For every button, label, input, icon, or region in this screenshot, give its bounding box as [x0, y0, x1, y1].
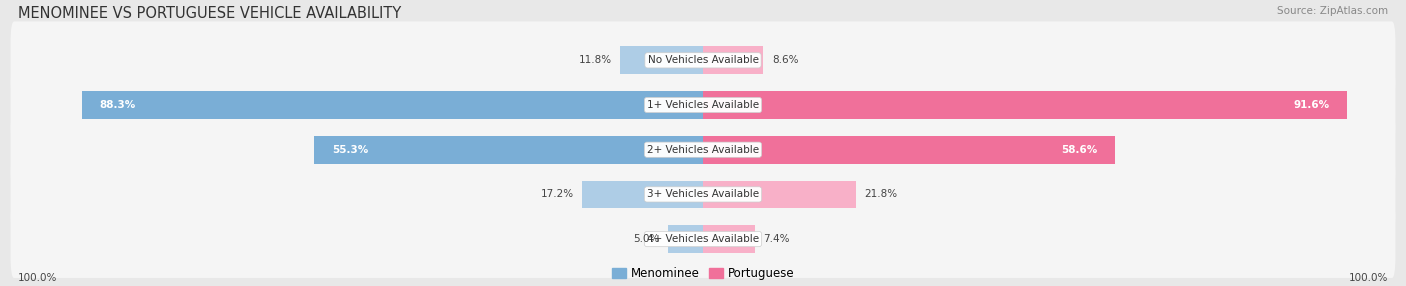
Text: 100.0%: 100.0% [17, 273, 58, 283]
Bar [703, 91, 1347, 119]
Bar [703, 225, 755, 253]
Text: 17.2%: 17.2% [540, 189, 574, 199]
Bar [703, 180, 856, 208]
Text: 1+ Vehicles Available: 1+ Vehicles Available [647, 100, 759, 110]
Bar [703, 46, 763, 74]
Text: 58.6%: 58.6% [1062, 145, 1098, 155]
FancyBboxPatch shape [10, 200, 1395, 278]
Text: 8.6%: 8.6% [772, 55, 799, 65]
FancyBboxPatch shape [10, 21, 1395, 99]
FancyBboxPatch shape [10, 111, 1395, 188]
Bar [703, 136, 1115, 164]
Text: Source: ZipAtlas.com: Source: ZipAtlas.com [1277, 6, 1389, 16]
Bar [582, 180, 703, 208]
Bar [315, 136, 703, 164]
Text: 100.0%: 100.0% [1348, 273, 1389, 283]
Text: 21.8%: 21.8% [865, 189, 898, 199]
Text: 11.8%: 11.8% [578, 55, 612, 65]
Text: 88.3%: 88.3% [100, 100, 136, 110]
FancyBboxPatch shape [10, 156, 1395, 233]
Bar [668, 225, 703, 253]
FancyBboxPatch shape [10, 66, 1395, 144]
Text: No Vehicles Available: No Vehicles Available [648, 55, 758, 65]
Text: 2+ Vehicles Available: 2+ Vehicles Available [647, 145, 759, 155]
Text: 55.3%: 55.3% [332, 145, 368, 155]
Bar [82, 91, 703, 119]
Text: 4+ Vehicles Available: 4+ Vehicles Available [647, 234, 759, 244]
Text: 5.0%: 5.0% [633, 234, 659, 244]
Text: MENOMINEE VS PORTUGUESE VEHICLE AVAILABILITY: MENOMINEE VS PORTUGUESE VEHICLE AVAILABI… [17, 6, 401, 21]
Text: 91.6%: 91.6% [1294, 100, 1330, 110]
Legend: Menominee, Portuguese: Menominee, Portuguese [612, 267, 794, 280]
Text: 7.4%: 7.4% [763, 234, 790, 244]
Bar [620, 46, 703, 74]
Text: 3+ Vehicles Available: 3+ Vehicles Available [647, 189, 759, 199]
